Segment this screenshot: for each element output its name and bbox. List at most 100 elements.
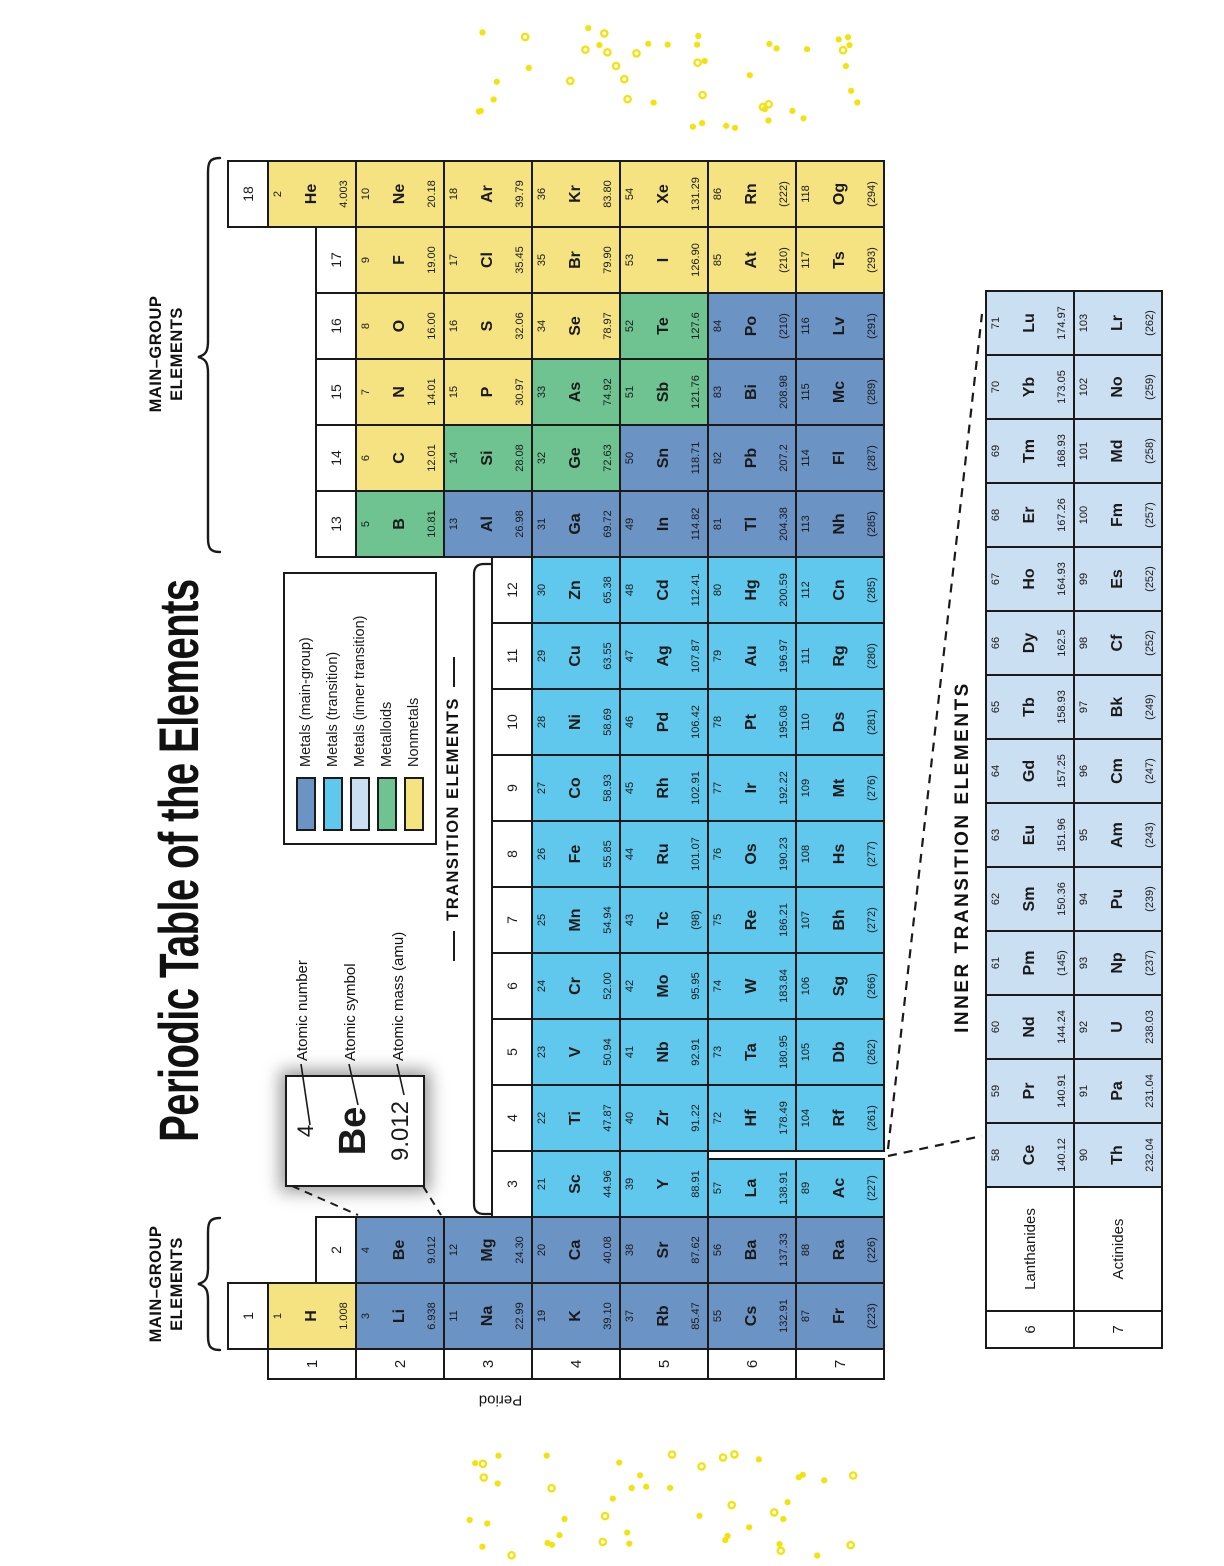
element-cell-In: 49 In 114.82 xyxy=(619,490,709,558)
confetti-dot xyxy=(727,1500,737,1510)
confetti-dot xyxy=(784,1499,791,1506)
confetti-dot xyxy=(776,1546,786,1555)
atomic-mass: 1.008 xyxy=(338,1302,350,1330)
atomic-number: 39 xyxy=(624,1177,636,1191)
atomic-number: 59 xyxy=(990,1084,1002,1098)
atomic-mass: (262) xyxy=(1144,310,1156,336)
atomic-number: 98 xyxy=(1078,636,1090,650)
atomic-number: 9 xyxy=(360,256,372,264)
legend-item-label: Nonmetals xyxy=(406,697,422,767)
atomic-mass: 204.38 xyxy=(778,507,790,541)
atomic-mass: 63.55 xyxy=(602,642,614,670)
atomic-symbol: Rn xyxy=(742,183,760,205)
atomic-mass: (293) xyxy=(866,247,878,273)
atomic-number: 21 xyxy=(536,1177,548,1191)
atomic-symbol: Eu xyxy=(1020,824,1038,846)
confetti-dot xyxy=(547,1483,556,1493)
atomic-mass: (272) xyxy=(866,907,878,933)
atomic-number: 57 xyxy=(712,1181,724,1195)
atomic-number: 118 xyxy=(800,185,812,203)
atomic-symbol: Co xyxy=(566,777,584,799)
atomic-number: 40 xyxy=(624,1111,636,1125)
atomic-symbol: Fr xyxy=(830,1308,848,1324)
atomic-symbol: U xyxy=(1108,1021,1126,1033)
atomic-symbol: I xyxy=(654,257,672,263)
atomic-symbol: Nh xyxy=(830,513,848,535)
atomic-number: 79 xyxy=(712,649,724,663)
element-cell-Kr: 36 Kr 83.80 xyxy=(531,160,621,228)
atomic-mass: 24.30 xyxy=(514,1236,526,1264)
element-cell-Bi: 83 Bi 208.98 xyxy=(707,358,797,426)
atomic-mass: 196.97 xyxy=(778,639,790,673)
atomic-symbol: Lu xyxy=(1020,313,1038,333)
atomic-number: 43 xyxy=(624,913,636,927)
atomic-mass: (227) xyxy=(866,1175,878,1201)
element-cell-Tb: 65 Tb 158.93 xyxy=(985,674,1075,740)
atomic-mass: 19.00 xyxy=(426,246,438,274)
atomic-mass: (223) xyxy=(866,1303,878,1329)
atomic-number: 109 xyxy=(800,778,812,798)
group-header-16: 16 xyxy=(315,292,357,360)
confetti-dot xyxy=(507,1551,516,1560)
atomic-symbol: Te xyxy=(654,317,672,335)
confetti-dot xyxy=(484,1520,491,1527)
element-cell-Ir: 77 Ir 192.22 xyxy=(707,754,797,822)
confetti-dot xyxy=(765,117,772,124)
atomic-number: 95 xyxy=(1078,828,1090,842)
confetti-dot xyxy=(566,76,575,86)
atomic-number: 41 xyxy=(624,1045,636,1059)
atomic-mass: 112.41 xyxy=(690,573,702,607)
element-cell-Y: 39 Y 88.91 xyxy=(619,1150,709,1218)
confetti-dot xyxy=(478,1459,488,1469)
element-cell-Ds: 110 Ds (281) xyxy=(795,688,885,756)
atomic-number: 45 xyxy=(624,781,636,795)
element-cell-Be: 4 Be 9.012 xyxy=(355,1216,445,1284)
element-cell-S: 16 S 32.06 xyxy=(443,292,533,360)
atomic-mass: 83.80 xyxy=(602,180,614,208)
element-cell-Og: 118 Og (294) xyxy=(795,160,885,228)
atomic-symbol: Ds xyxy=(830,711,848,733)
period-label-1: 1 xyxy=(267,1348,357,1380)
element-cell-Gd: 64 Gd 157.25 xyxy=(985,738,1075,804)
atomic-mass: (280) xyxy=(866,643,878,669)
atomic-symbol: Mg xyxy=(478,1238,496,1262)
atomic-number: 69 xyxy=(990,444,1002,458)
atomic-number: 85 xyxy=(712,253,724,267)
confetti-dot xyxy=(490,96,497,103)
atomic-symbol: Cf xyxy=(1108,634,1126,652)
atomic-symbol: Zn xyxy=(566,580,584,600)
atomic-symbol: Kr xyxy=(566,185,584,203)
element-cell-Cd: 48 Cd 112.41 xyxy=(619,556,709,624)
atomic-number: 63 xyxy=(990,828,1002,842)
confetti-dot xyxy=(628,1484,635,1492)
atomic-mass: (281) xyxy=(866,709,878,735)
element-cell-Fe: 26 Fe 55.85 xyxy=(531,820,621,888)
fblock-period-6-cell: 6 xyxy=(985,1310,1075,1349)
element-cell-Rb: 37 Rb 85.47 xyxy=(619,1282,709,1350)
atomic-mass: 54.94 xyxy=(602,906,614,934)
element-cell-Cs: 55 Cs 132.91 xyxy=(707,1282,797,1350)
atomic-mass: 79.90 xyxy=(602,246,614,274)
main-group-label-line1: MAIN–GROUP xyxy=(147,295,165,413)
atomic-mass: 58.93 xyxy=(602,774,614,802)
confetti-dot xyxy=(585,24,592,32)
element-cell-Cr: 24 Cr 52.00 xyxy=(531,952,621,1020)
atomic-mass: 40.08 xyxy=(602,1236,614,1264)
atomic-number: 68 xyxy=(990,508,1002,522)
atomic-number: 31 xyxy=(536,517,548,531)
atomic-symbol: O xyxy=(390,319,408,333)
atomic-mass: 22.99 xyxy=(514,1302,526,1330)
atomic-mass: (247) xyxy=(1144,758,1156,784)
atomic-number: 1 xyxy=(272,1312,284,1320)
atomic-symbol: Nb xyxy=(654,1041,672,1063)
transition-elements-bracket xyxy=(472,562,494,1216)
atomic-number: 6 xyxy=(360,454,372,462)
page-title: Periodic Table of the Elements xyxy=(147,579,210,1142)
element-cell-Os: 76 Os 190.23 xyxy=(707,820,797,888)
confetti-dot xyxy=(561,1515,568,1523)
element-cell-Hg: 80 Hg 200.59 xyxy=(707,556,797,624)
example-atomic-number: 4 xyxy=(293,1124,318,1138)
element-cell-Rf: 104 Rf (261) xyxy=(795,1084,885,1152)
element-cell-K: 19 K 39.10 xyxy=(531,1282,621,1350)
confetti-dot xyxy=(479,29,486,36)
